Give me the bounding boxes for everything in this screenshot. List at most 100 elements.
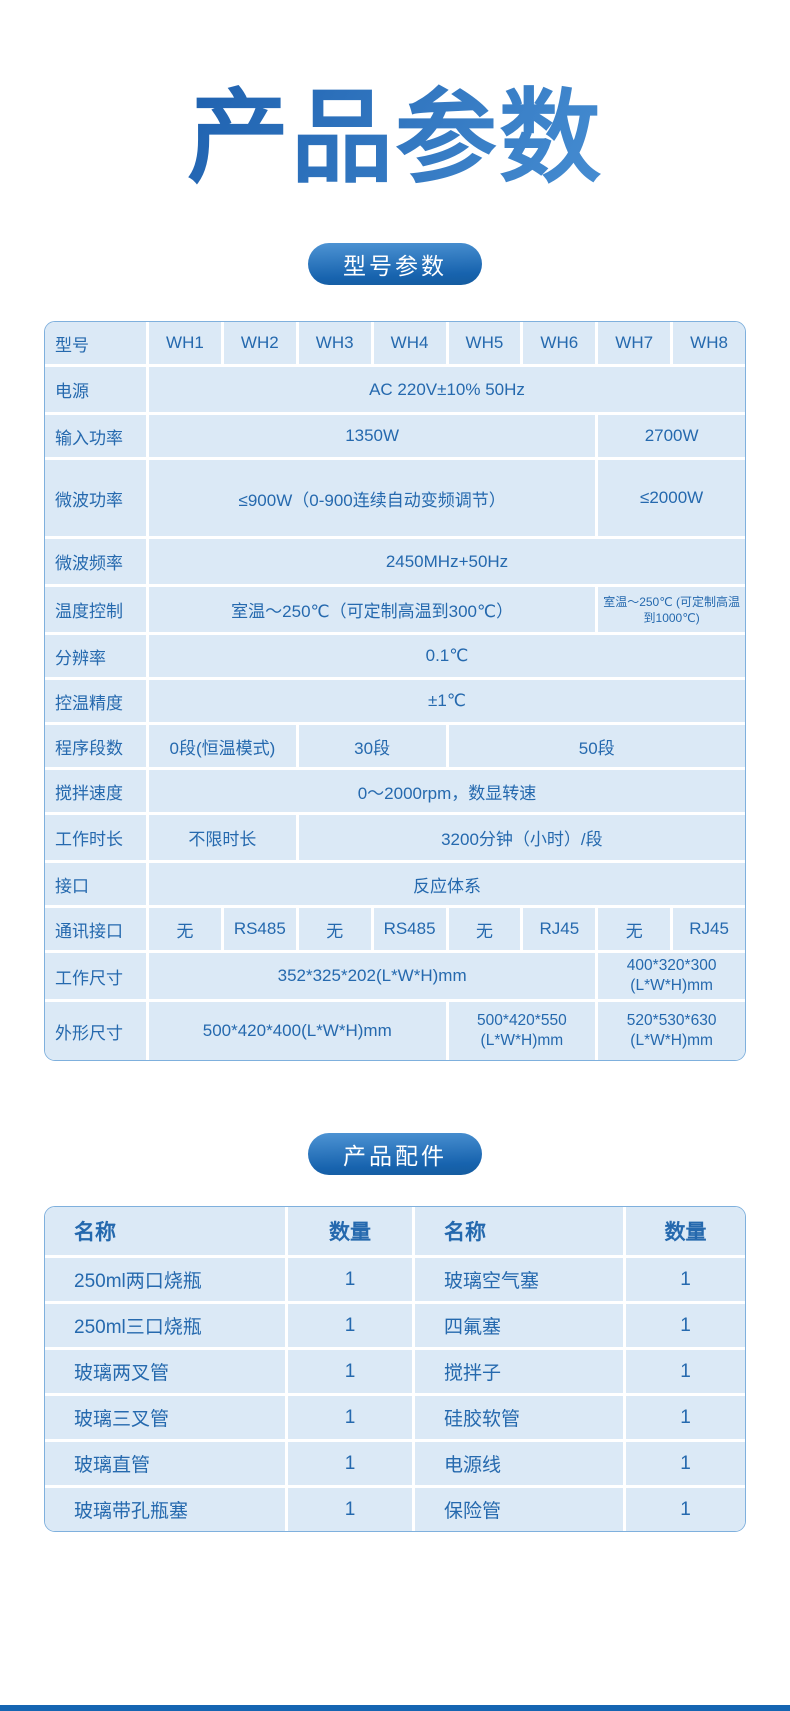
accessories-row: 玻璃直管 1 电源线 1 (45, 1442, 745, 1486)
spec-cell: 2450MHz+50Hz (149, 539, 745, 585)
spec-cell: WH5 (448, 322, 521, 365)
section-pill-accessories-label: 产品配件 (343, 1143, 447, 1170)
accessory-name-cell: 玻璃空气塞 (415, 1258, 623, 1302)
accessories-row: 250ml三口烧瓶 1 四氟塞 1 (45, 1304, 745, 1348)
accessory-name-cell: 玻璃两叉管 (45, 1350, 285, 1394)
spec-row-label: 搅拌速度 (45, 770, 146, 813)
accessories-header-cell: 数量 (288, 1207, 412, 1256)
spec-row: 分辨率 0.1℃ (45, 635, 745, 678)
spec-row: 型号 WH1 WH2 WH3 WH4 WH5 WH6 WH7 WH8 (45, 322, 745, 365)
spec-cell: ±1℃ (149, 680, 745, 723)
spec-cell: 室温～250℃ (可定制高温到1000℃) (598, 587, 745, 633)
spec-cell: 无 (298, 908, 371, 951)
spec-cell: WH7 (598, 322, 671, 365)
spec-row-label: 温度控制 (45, 587, 146, 633)
spec-row-label: 型号 (45, 322, 146, 365)
spec-cell: WH1 (149, 322, 221, 365)
accessory-qty-cell: 1 (288, 1350, 412, 1394)
accessory-name-cell: 电源线 (415, 1442, 623, 1486)
spec-cell: 0段(恒温模式) (149, 725, 296, 768)
spec-cell: 2700W (598, 415, 745, 458)
spec-row: 温度控制 室温～250℃（可定制高温到300℃） 室温～250℃ (可定制高温到10… (45, 587, 745, 633)
accessory-qty-cell: 1 (626, 1258, 745, 1302)
accessories-header-row: 名称 数量 名称 数量 (45, 1207, 745, 1256)
footer-bar (0, 1705, 790, 1711)
accessory-qty-cell: 1 (626, 1396, 745, 1440)
page-title: 产品参数 (0, 78, 790, 198)
accessory-name-cell: 250ml三口烧瓶 (45, 1304, 285, 1348)
spec-row: 外形尺寸 500*420*400(L*W*H)mm 500*420*550 (L*W… (45, 1002, 745, 1061)
spec-cell: AC 220V±10% 50Hz (149, 367, 745, 413)
accessory-qty-cell: 1 (288, 1304, 412, 1348)
accessory-qty-cell: 1 (288, 1396, 412, 1440)
spec-cell: 室温～250℃（可定制高温到300℃） (149, 587, 596, 633)
accessory-name-cell: 250ml两口烧瓶 (45, 1258, 285, 1302)
spec-row: 电源 AC 220V±10% 50Hz (45, 367, 745, 413)
spec-row: 微波频率 2450MHz+50Hz (45, 539, 745, 585)
spec-table: 型号 WH1 WH2 WH3 WH4 WH5 WH6 WH7 WH8 电源 AC 220V±10% … (44, 321, 746, 1062)
accessory-qty-cell: 1 (288, 1442, 412, 1486)
spec-row-label: 电源 (45, 367, 146, 413)
spec-cell: 500*420*400(L*W*H)mm (149, 1002, 446, 1061)
spec-row: 输入功率 1350W 2700W (45, 415, 745, 458)
spec-cell: WH2 (223, 322, 296, 365)
spec-row-label: 程序段数 (45, 725, 146, 768)
accessory-name-cell: 玻璃直管 (45, 1442, 285, 1486)
spec-cell: 0～2000rpm，数显转速 (149, 770, 745, 813)
spec-cell: 无 (448, 908, 521, 951)
section-pill-model-params: 型号参数 (308, 243, 482, 286)
accessories-row: 250ml两口烧瓶 1 玻璃空气塞 1 (45, 1258, 745, 1302)
spec-cell: RJ45 (523, 908, 596, 951)
spec-row: 微波功率 ≤900W（0-900连续自动变频调节） ≤2000W (45, 460, 745, 537)
spec-row-label: 接口 (45, 863, 146, 906)
accessories-row: 玻璃两叉管 1 搅拌子 1 (45, 1350, 745, 1394)
spec-cell: 500*420*550 (L*W*H)mm (448, 1002, 596, 1061)
spec-row: 搅拌速度 0～2000rpm，数显转速 (45, 770, 745, 813)
spec-row-label: 微波频率 (45, 539, 146, 585)
accessory-qty-cell: 1 (626, 1442, 745, 1486)
accessory-qty-cell: 1 (626, 1350, 745, 1394)
spec-cell: RJ45 (673, 908, 745, 951)
spec-row: 工作尺寸 352*325*202(L*W*H)mm 400*320*300 (L*W… (45, 953, 745, 1000)
spec-row: 接口 反应体系 (45, 863, 745, 906)
accessory-qty-cell: 1 (626, 1304, 745, 1348)
accessory-name-cell: 保险管 (415, 1488, 623, 1532)
spec-cell: 352*325*202(L*W*H)mm (149, 953, 596, 1000)
spec-row-label: 工作尺寸 (45, 953, 146, 1000)
spec-row-label: 分辨率 (45, 635, 146, 678)
section-pill-model-params-label: 型号参数 (343, 253, 447, 280)
spec-row-label: 控温精度 (45, 680, 146, 723)
spec-cell: 1350W (149, 415, 596, 458)
accessory-qty-cell: 1 (626, 1488, 745, 1532)
spec-row: 控温精度 ±1℃ (45, 680, 745, 723)
accessories-row: 玻璃三叉管 1 硅胶软管 1 (45, 1396, 745, 1440)
spec-cell: WH6 (523, 322, 596, 365)
section-pill-accessories: 产品配件 (308, 1133, 482, 1176)
accessory-name-cell: 硅胶软管 (415, 1396, 623, 1440)
spec-row-label: 微波功率 (45, 460, 146, 537)
accessories-row: 玻璃带孔瓶塞 1 保险管 1 (45, 1488, 745, 1532)
accessory-name-cell: 搅拌子 (415, 1350, 623, 1394)
spec-cell: ≤900W（0-900连续自动变频调节） (149, 460, 596, 537)
accessory-qty-cell: 1 (288, 1488, 412, 1532)
spec-cell: ≤2000W (598, 460, 745, 537)
spec-cell: 520*530*630 (L*W*H)mm (598, 1002, 745, 1061)
accessory-name-cell: 玻璃带孔瓶塞 (45, 1488, 285, 1532)
spec-row-label: 输入功率 (45, 415, 146, 458)
spec-cell: 0.1℃ (149, 635, 745, 678)
spec-cell: 不限时长 (149, 815, 296, 861)
spec-cell: 反应体系 (149, 863, 745, 906)
spec-row: 程序段数 0段(恒温模式) 30段 50段 (45, 725, 745, 768)
accessory-name-cell: 玻璃三叉管 (45, 1396, 285, 1440)
spec-row: 工作时长 不限时长 3200分钟（小时）/段 (45, 815, 745, 861)
spec-cell: WH3 (298, 322, 371, 365)
spec-cell: 30段 (298, 725, 446, 768)
accessories-table: 名称 数量 名称 数量 250ml两口烧瓶 1 玻璃空气塞 1 250ml三口烧瓶 1 四氟塞 1 玻璃… (44, 1206, 746, 1533)
accessory-qty-cell: 1 (288, 1258, 412, 1302)
spec-cell: RS485 (223, 908, 296, 951)
spec-row-label: 工作时长 (45, 815, 146, 861)
spec-cell: 无 (149, 908, 221, 951)
accessory-name-cell: 四氟塞 (415, 1304, 623, 1348)
spec-cell: 3200分钟（小时）/段 (298, 815, 745, 861)
spec-row-label: 外形尺寸 (45, 1002, 146, 1061)
